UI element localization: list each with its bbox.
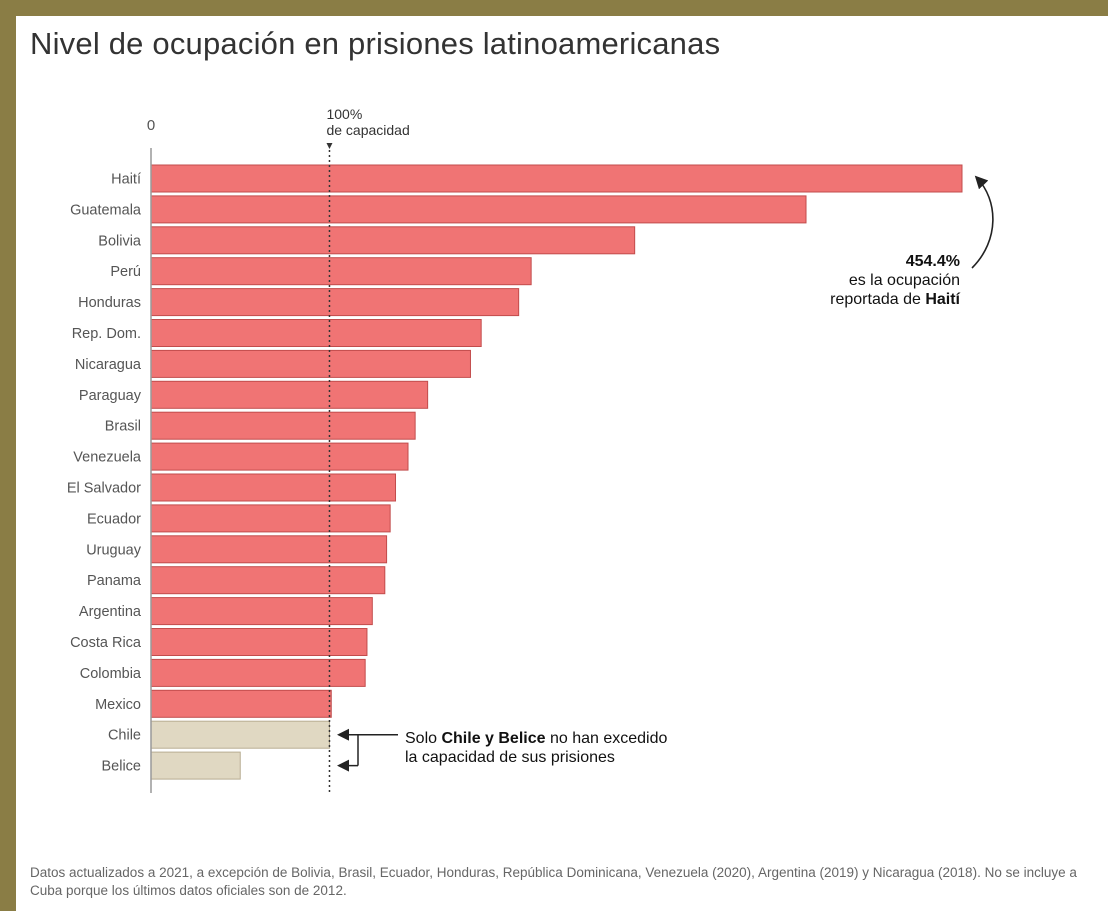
category-label-2: Bolivia bbox=[98, 233, 142, 249]
category-label-19: Belice bbox=[102, 759, 142, 775]
frame-top-border bbox=[0, 0, 1108, 16]
bar-11 bbox=[150, 504, 391, 533]
bar-1 bbox=[150, 195, 807, 224]
bar-5 bbox=[150, 319, 482, 347]
bar-19 bbox=[150, 751, 241, 780]
category-label-3: Perú bbox=[110, 264, 141, 280]
category-label-10: El Salvador bbox=[67, 481, 141, 497]
category-label-18: Chile bbox=[108, 728, 141, 744]
reference-marker-icon bbox=[326, 143, 333, 149]
category-label-0: Haití bbox=[111, 172, 141, 188]
category-label-12: Uruguay bbox=[86, 542, 142, 558]
bar-16 bbox=[150, 658, 366, 687]
bar-18 bbox=[150, 720, 330, 749]
bar-7 bbox=[150, 380, 429, 409]
bar-6 bbox=[150, 349, 471, 378]
category-label-4: Honduras bbox=[78, 295, 141, 311]
annotation-haiti-value: 454.4% bbox=[906, 253, 960, 270]
category-label-7: Paraguay bbox=[79, 388, 142, 404]
bar-0 bbox=[150, 164, 963, 193]
category-label-5: Rep. Dom. bbox=[72, 326, 141, 342]
annotation-haiti-arrow bbox=[971, 175, 994, 269]
bar-9 bbox=[150, 442, 409, 471]
category-label-16: Colombia bbox=[80, 666, 142, 682]
annotation-chile-belice-line2: la capacidad de sus prisiones bbox=[405, 749, 615, 766]
bar-10 bbox=[150, 473, 397, 502]
chart-title: Nivel de ocupación en prisiones latinoam… bbox=[30, 26, 721, 61]
category-label-11: Ecuador bbox=[87, 511, 141, 527]
category-label-15: Costa Rica bbox=[70, 635, 142, 651]
bar-17 bbox=[150, 689, 332, 718]
bar-4 bbox=[150, 288, 520, 317]
annotation-chile-belice-line1: Solo Chile y Belice no han excedido bbox=[405, 730, 667, 747]
category-label-9: Venezuela bbox=[73, 450, 142, 466]
bar-15 bbox=[150, 628, 368, 656]
bar-2 bbox=[150, 226, 636, 255]
bar-8 bbox=[150, 411, 416, 440]
footnote: Datos actualizados a 2021, a excepción d… bbox=[30, 865, 1077, 898]
category-label-17: Mexico bbox=[95, 697, 141, 713]
reference-label-line1: 100% bbox=[326, 106, 362, 122]
reference-label-line2: de capacidad bbox=[326, 122, 409, 138]
bar-chart: 0 100%de capacidad Haití Guatemala Bolivia Pe… bbox=[67, 106, 994, 793]
category-label-1: Guatemala bbox=[70, 202, 142, 218]
category-label-14: Argentina bbox=[79, 604, 142, 620]
bar-13 bbox=[150, 566, 386, 595]
annotation-haiti-line3: reportada de Haití bbox=[830, 291, 960, 308]
x-axis-zero-label: 0 bbox=[147, 117, 155, 134]
frame-left-border bbox=[0, 0, 16, 911]
category-label-6: Nicaragua bbox=[75, 357, 142, 373]
category-label-13: Panama bbox=[87, 573, 142, 589]
bar-14 bbox=[150, 597, 373, 626]
bar-12 bbox=[150, 535, 388, 564]
annotation-haiti-line2: es la ocupación bbox=[849, 272, 960, 289]
category-label-8: Brasil bbox=[105, 419, 141, 435]
bar-3 bbox=[150, 257, 532, 286]
